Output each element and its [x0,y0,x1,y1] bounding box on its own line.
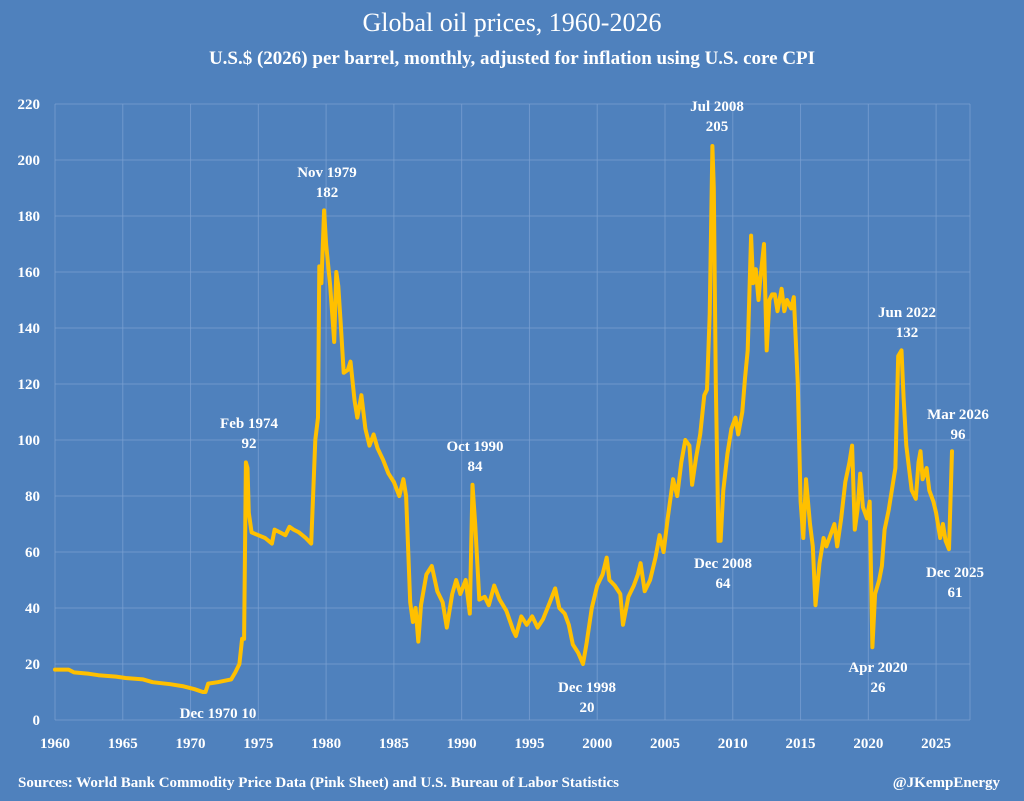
annotation-oct-1990: Oct 1990 84 [446,439,503,475]
y-tick-label: 200 [18,153,41,169]
x-tick-label: 1960 [40,736,70,752]
chart-subtitle: U.S.$ (2026) per barrel, monthly, adjust… [209,48,815,69]
annotation-nov-1979: Nov 1979 182 [297,165,357,201]
y-tick-label: 160 [18,265,41,281]
annotation-apr-2020: Apr 2020 26 [848,660,907,696]
x-tick-label: 2005 [650,736,680,752]
x-tick-label: 1990 [447,736,477,752]
y-tick-label: 140 [18,321,41,337]
x-tick-label: 1965 [108,736,138,752]
gridlines [54,103,971,721]
x-tick-label: 2020 [853,736,883,752]
annotation-dec-1998: Dec 1998 20 [558,680,616,716]
annotation-mar-2026: Mar 2026 96 [927,407,989,443]
x-tick-label: 1970 [176,736,206,752]
series-line-oil-price [53,144,954,694]
x-tick-label: 2010 [718,736,748,752]
x-tick-label: 1985 [379,736,409,752]
x-axis-ticks: 1960 1965 1970 1975 1980 1985 1990 1995 2000 2005… [40,736,951,752]
annotation-feb-1974: Feb 1974 92 [220,416,278,452]
chart-title: Global oil prices, 1960-2026 [363,8,662,37]
annotation-jul-2008: Jul 2008 205 [690,99,744,135]
y-axis-ticks: 0 20 40 60 80 100 120 140 160 180 200 220 [18,97,41,729]
y-tick-label: 80 [25,489,40,505]
sources-note: Sources: World Bank Commodity Price Data… [18,775,619,791]
x-tick-label: 2000 [582,736,612,752]
annotations: Dec 1970 10 Feb 1974 92 Nov 1979 182 Oct 1… [180,99,990,722]
x-tick-label: 1995 [514,736,544,752]
annotation-dec-2025: Dec 2025 61 [926,565,984,601]
y-tick-label: 120 [18,377,41,393]
x-tick-label: 2025 [921,736,951,752]
x-tick-label: 1975 [243,736,273,752]
y-tick-label: 180 [18,209,41,225]
annotation-jun-2022: Jun 2022 132 [878,305,936,341]
x-tick-label: 2015 [786,736,816,752]
annotation-dec-2008: Dec 2008 64 [694,556,752,592]
y-tick-label: 60 [25,545,40,561]
y-tick-label: 40 [25,601,40,617]
author-handle: @JKempEnergy [893,775,1001,791]
y-tick-label: 0 [33,713,41,729]
y-tick-label: 20 [25,657,40,673]
x-tick-label: 1980 [311,736,341,752]
y-tick-label: 220 [18,97,41,113]
annotation-dec-1970: Dec 1970 10 [180,706,257,722]
series-layer [53,144,954,694]
y-tick-label: 100 [18,433,41,449]
